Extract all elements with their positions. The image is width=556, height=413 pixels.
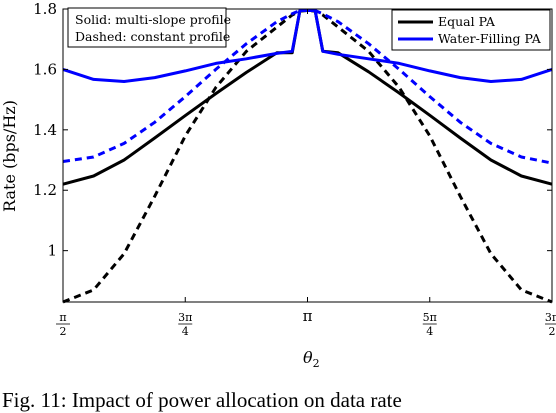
y-tick-label: 1.2 (33, 181, 57, 199)
x-tick-denominator: 2 (549, 325, 556, 338)
series-layer (62, 9, 553, 304)
x-tick-fraction: 3π2 (545, 311, 556, 338)
annotation-line-1: Solid: multi-slope profile (75, 12, 231, 27)
x-tick-numerator: 3π (178, 311, 192, 324)
y-tick-label: 1.4 (33, 121, 57, 139)
legend: Equal PA Water-Filling PA (391, 9, 551, 51)
legend-label-water-filling-pa: Water-Filling PA (438, 31, 542, 46)
annotation-line-2: Dashed: constant profile (75, 29, 230, 44)
x-tick-denominator: 4 (426, 325, 433, 338)
figure-caption: Fig. 11: Impact of power allocation on d… (2, 388, 402, 412)
legend-box (391, 9, 551, 51)
x-tick-fraction: π2 (56, 311, 70, 338)
x-tick-denominator: 4 (182, 325, 189, 338)
x-tick-numerator: π (59, 311, 66, 324)
x-tick-numerator: 3π (545, 311, 556, 324)
x-tick-fraction: 5π4 (423, 311, 437, 338)
y-tick-label: 1 (47, 242, 57, 260)
series-line-2 (62, 9, 553, 304)
x-tick-numerator: 5π (423, 311, 437, 324)
x-axis-label: θ2 (303, 348, 320, 370)
legend-label-equal-pa: Equal PA (438, 14, 496, 29)
plot-frame (62, 8, 553, 303)
x-tick-fraction: 3π4 (178, 311, 192, 338)
y-tick-label: 1.8 (33, 0, 57, 18)
x-tick-denominator: 2 (60, 325, 67, 338)
profile-annotation: Solid: multi-slope profile Dashed: const… (67, 7, 231, 48)
annotation-box (67, 7, 227, 48)
y-tick-label: 1.6 (33, 60, 57, 78)
y-axis-label: Rate (bps/Hz) (0, 100, 19, 212)
x-tick-label: π (303, 307, 313, 325)
